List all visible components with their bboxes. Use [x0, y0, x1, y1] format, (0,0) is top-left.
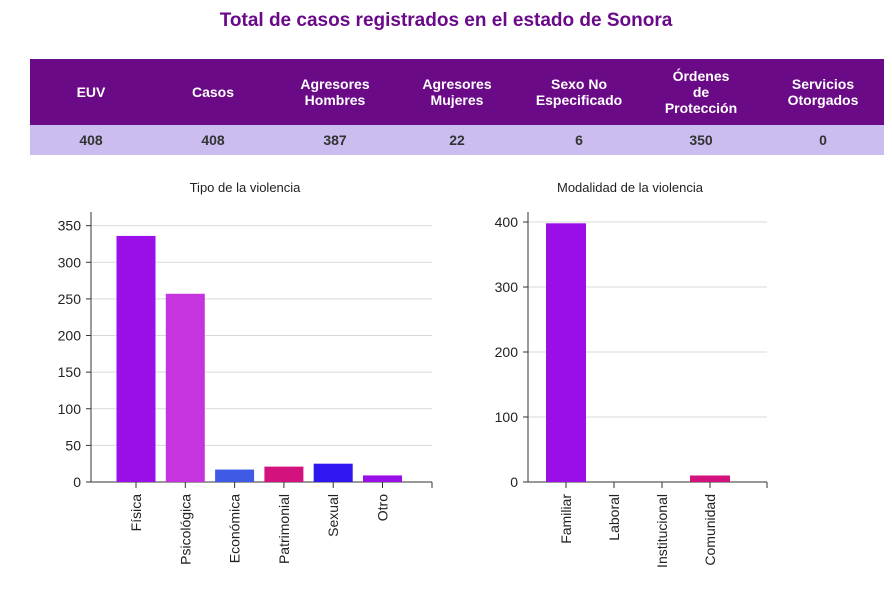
chart-title: Modalidad de la violencia — [557, 180, 704, 195]
header-servicios-otorgados: Servicios Otorgados — [762, 59, 884, 125]
value-euv: 408 — [30, 125, 152, 155]
bar-sexual — [313, 463, 353, 482]
x-tick-label: Patrimonial — [276, 494, 292, 564]
value-servicios-otorgados: 0 — [762, 125, 884, 155]
summary-value-row: 408 408 387 22 6 350 0 — [30, 125, 884, 155]
value-casos: 408 — [152, 125, 274, 155]
y-tick-label: 100 — [495, 409, 519, 425]
y-tick-label: 0 — [510, 474, 518, 490]
x-tick-label: Sexual — [325, 494, 341, 537]
x-tick-label: Familiar — [558, 494, 574, 544]
y-tick-label: 250 — [58, 291, 82, 307]
x-tick-label: Psicológica — [177, 494, 193, 565]
y-tick-label: 200 — [58, 328, 82, 344]
y-tick-label: 350 — [58, 218, 82, 234]
header-sexo-no-especificado: Sexo No Especificado — [518, 59, 640, 125]
header-agresores-mujeres: Agresores Mujeres — [396, 59, 518, 125]
header-agresores-hombres: Agresores Hombres — [274, 59, 396, 125]
chart-modalidad-violencia: Modalidad de la violencia 0 100 200 300 400 Fa… — [495, 180, 768, 568]
y-tick-label: 200 — [495, 344, 519, 360]
y-tick-label: 50 — [65, 437, 81, 453]
value-agresores-hombres: 387 — [274, 125, 396, 155]
bar-psicologica — [165, 293, 205, 482]
x-tick-label: Física — [128, 494, 144, 532]
x-tick-label: Institucional — [654, 494, 670, 568]
x-tick-label: Laboral — [606, 494, 622, 541]
summary-table: EUV Casos Agresores Hombres Agresores Muje… — [30, 59, 884, 155]
y-tick-label: 150 — [58, 364, 82, 380]
bar-economica — [215, 469, 255, 482]
bar-fisica — [116, 235, 156, 482]
header-casos: Casos — [152, 59, 274, 125]
y-tick-label: 0 — [73, 474, 81, 490]
y-tick-label: 300 — [58, 254, 82, 270]
header-euv: EUV — [30, 59, 152, 125]
bar-otro — [363, 475, 402, 482]
y-tick-label: 400 — [495, 214, 519, 230]
header-ordenes-proteccion: Órdenes de Protección — [640, 59, 762, 125]
x-tick-label: Comunidad — [702, 494, 718, 566]
bar-comunidad — [690, 475, 730, 482]
bar-familiar — [546, 223, 586, 483]
summary-header-row: EUV Casos Agresores Hombres Agresores Muje… — [30, 59, 884, 125]
y-tick-label: 100 — [58, 401, 82, 417]
page-title: Total de casos registrados en el estado … — [219, 10, 673, 31]
chart-title: Tipo de la violencia — [190, 180, 302, 195]
value-ordenes-proteccion: 350 — [640, 125, 762, 155]
value-sexo-no-especificado: 6 — [518, 125, 640, 155]
bar-patrimonial — [264, 466, 304, 482]
chart-tipo-violencia: Tipo de la violencia 0 50 100 150 200 250 300 35… — [58, 180, 433, 565]
y-tick-label: 300 — [495, 279, 519, 295]
x-tick-label: Otro — [375, 494, 391, 521]
x-tick-label: Económica — [227, 494, 243, 563]
value-agresores-mujeres: 22 — [396, 125, 518, 155]
